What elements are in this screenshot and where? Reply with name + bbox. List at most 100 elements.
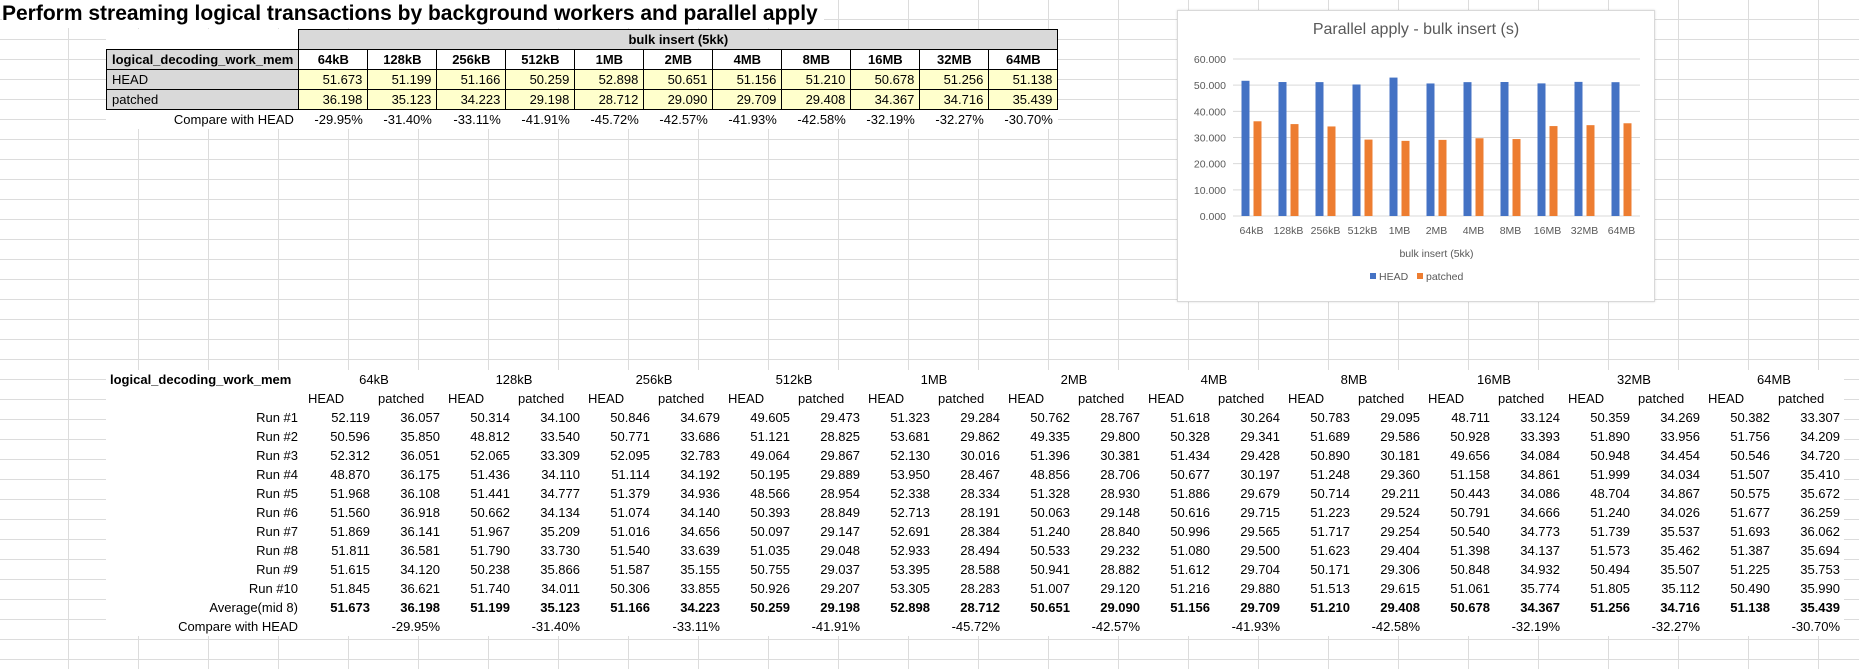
detail-value-cell[interactable]: 29.306 (1380, 562, 1420, 577)
detail-value-cell[interactable]: 36.141 (400, 524, 440, 539)
detail-value-cell[interactable]: 51.379 (610, 486, 650, 501)
detail-average-cell[interactable]: 50.651 (1030, 600, 1070, 615)
detail-average-cell[interactable]: 34.223 (680, 600, 720, 615)
detail-value-cell[interactable]: 49.335 (1030, 429, 1070, 444)
detail-value-cell[interactable]: 34.454 (1660, 448, 1700, 463)
summary-value-cell[interactable]: 51.166 (436, 69, 507, 90)
detail-value-cell[interactable]: 34.773 (1520, 524, 1560, 539)
detail-sub-patched[interactable]: patched (1218, 391, 1265, 406)
detail-value-cell[interactable]: 51.441 (470, 486, 510, 501)
detail-value-cell[interactable]: 34.666 (1520, 505, 1560, 520)
detail-value-cell[interactable]: 50.677 (1170, 467, 1210, 482)
detail-value-cell[interactable]: 32.783 (680, 448, 720, 463)
summary-compare-label[interactable]: Compare with HEAD (173, 112, 294, 127)
detail-average-cell[interactable]: 50.678 (1450, 600, 1490, 615)
detail-value-cell[interactable]: 28.849 (820, 505, 860, 520)
detail-compare-cell[interactable]: -32.27% (1651, 619, 1700, 634)
detail-value-cell[interactable]: 29.428 (1240, 448, 1280, 463)
detail-value-cell[interactable]: 50.791 (1450, 505, 1490, 520)
summary-compare-cell[interactable]: -41.91% (521, 112, 570, 127)
detail-value-cell[interactable]: 33.956 (1660, 429, 1700, 444)
detail-value-cell[interactable]: 48.704 (1590, 486, 1630, 501)
detail-value-cell[interactable]: 34.867 (1660, 486, 1700, 501)
detail-average-cell[interactable]: 51.166 (610, 600, 650, 615)
summary-value-cell[interactable]: 51.256 (919, 69, 990, 90)
summary-value-cell[interactable]: 51.156 (712, 69, 783, 90)
summary-value-cell[interactable]: 28.712 (574, 89, 645, 110)
summary-value-cell[interactable]: 34.223 (436, 89, 507, 110)
detail-value-cell[interactable]: 33.540 (540, 429, 580, 444)
detail-value-cell[interactable]: 51.540 (610, 543, 650, 558)
detail-value-cell[interactable]: 50.314 (470, 410, 510, 425)
detail-sub-head[interactable]: HEAD (868, 391, 905, 406)
detail-empty-cell[interactable] (1004, 617, 1074, 636)
detail-value-cell[interactable]: 36.918 (400, 505, 440, 520)
detail-value-cell[interactable]: 50.662 (470, 505, 510, 520)
detail-value-cell[interactable]: 33.639 (680, 543, 720, 558)
summary-value-cell[interactable]: 35.123 (367, 89, 438, 110)
detail-value-cell[interactable]: 50.306 (610, 581, 650, 596)
detail-value-cell[interactable]: 52.312 (330, 448, 370, 463)
detail-sub-head[interactable]: HEAD (448, 391, 485, 406)
detail-value-cell[interactable]: 34.861 (1520, 467, 1560, 482)
detail-value-cell[interactable]: 51.886 (1170, 486, 1210, 501)
detail-value-cell[interactable]: 50.762 (1030, 410, 1070, 425)
detail-value-cell[interactable]: 50.596 (330, 429, 370, 444)
detail-value-cell[interactable]: 52.065 (470, 448, 510, 463)
detail-value-cell[interactable]: 50.928 (1450, 429, 1490, 444)
detail-sub-patched[interactable]: patched (1778, 391, 1825, 406)
summary-compare-cell[interactable]: -32.27% (935, 112, 984, 127)
detail-value-cell[interactable]: 51.035 (750, 543, 790, 558)
summary-value-cell[interactable]: 50.678 (850, 69, 921, 90)
detail-value-cell[interactable]: 34.034 (1660, 467, 1700, 482)
detail-group-header[interactable]: 4MB (1200, 372, 1228, 387)
detail-empty-cell[interactable] (1424, 617, 1494, 636)
detail-value-cell[interactable]: 28.191 (960, 505, 1000, 520)
detail-average-cell[interactable]: 29.198 (820, 600, 860, 615)
detail-value-cell[interactable]: 50.848 (1450, 562, 1490, 577)
summary-compare-cell[interactable]: -45.72% (590, 112, 639, 127)
detail-value-cell[interactable]: 29.800 (1100, 429, 1140, 444)
detail-empty-cell[interactable] (1704, 617, 1774, 636)
detail-value-cell[interactable]: 51.677 (1730, 505, 1770, 520)
detail-value-cell[interactable]: 36.175 (400, 467, 440, 482)
detail-value-cell[interactable]: 52.691 (890, 524, 930, 539)
detail-value-cell[interactable]: 33.307 (1800, 410, 1840, 425)
detail-average-cell[interactable]: 51.210 (1310, 600, 1350, 615)
detail-value-cell[interactable]: 36.581 (400, 543, 440, 558)
summary-column-header[interactable]: 4MB (712, 49, 783, 70)
detail-value-cell[interactable]: 36.062 (1800, 524, 1840, 539)
detail-average-cell[interactable]: 34.367 (1520, 600, 1560, 615)
detail-value-cell[interactable]: 30.181 (1380, 448, 1420, 463)
detail-value-cell[interactable]: 51.693 (1730, 524, 1770, 539)
detail-value-cell[interactable]: 50.890 (1310, 448, 1350, 463)
detail-value-cell[interactable]: 28.954 (820, 486, 860, 501)
detail-run-label[interactable]: Run #7 (256, 524, 298, 539)
detail-value-cell[interactable]: 35.850 (400, 429, 440, 444)
detail-sub-head[interactable]: HEAD (1008, 391, 1045, 406)
detail-sub-head[interactable]: HEAD (1708, 391, 1745, 406)
detail-value-cell[interactable]: 50.171 (1310, 562, 1350, 577)
detail-value-cell[interactable]: 28.825 (820, 429, 860, 444)
summary-compare-cell[interactable]: -29.95% (314, 112, 363, 127)
detail-average-cell[interactable]: 50.259 (750, 600, 790, 615)
detail-value-cell[interactable]: 51.323 (890, 410, 930, 425)
detail-empty-cell[interactable] (1144, 617, 1214, 636)
detail-value-cell[interactable]: 29.404 (1380, 543, 1420, 558)
detail-value-cell[interactable]: 29.715 (1240, 505, 1280, 520)
detail-value-cell[interactable]: 29.284 (960, 410, 1000, 425)
detail-value-cell[interactable]: 28.283 (960, 581, 1000, 596)
detail-value-cell[interactable]: 53.395 (890, 562, 930, 577)
detail-value-cell[interactable]: 52.713 (890, 505, 930, 520)
detail-value-cell[interactable]: 29.889 (820, 467, 860, 482)
summary-value-cell[interactable]: 34.367 (850, 89, 921, 110)
detail-value-cell[interactable]: 53.305 (890, 581, 930, 596)
detail-run-label[interactable]: Run #2 (256, 429, 298, 444)
summary-column-header[interactable]: 16MB (850, 49, 921, 70)
detail-run-label[interactable]: Run #1 (256, 410, 298, 425)
summary-row-label[interactable]: patched (105, 89, 300, 110)
summary-corner-label[interactable]: logical_decoding_work_mem (105, 49, 300, 70)
detail-value-cell[interactable]: 51.016 (610, 524, 650, 539)
detail-compare-cell[interactable]: -45.72% (951, 619, 1000, 634)
detail-empty-cell[interactable] (724, 617, 794, 636)
